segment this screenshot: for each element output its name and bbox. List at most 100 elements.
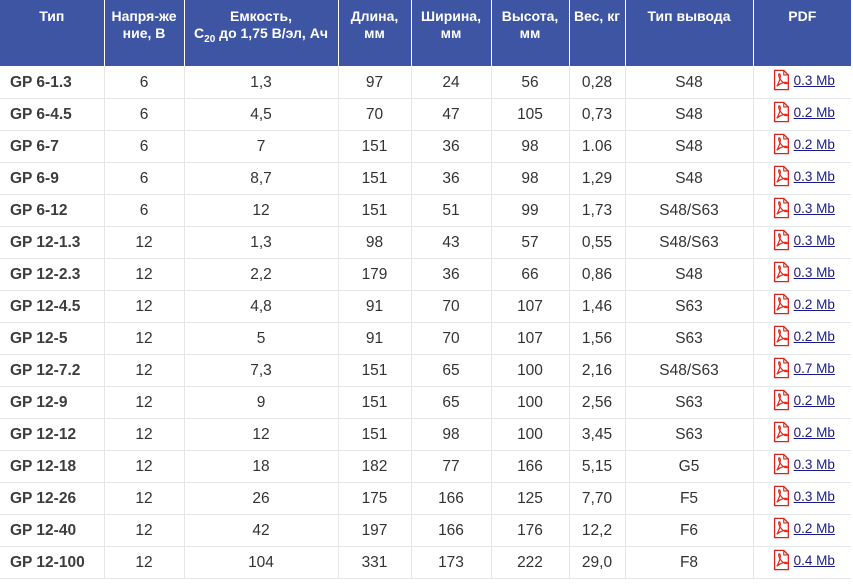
table-row: GP 12-26 12 26 175 166 125 7,70 F5 0.3 M… [0,482,851,515]
capacity-header-c: C [194,25,205,41]
col-header-type: Тип [0,0,105,67]
pdf-size-text[interactable]: 0.2 Mb [793,104,835,120]
pdf-file-icon[interactable] [770,293,792,315]
pdf-download-link[interactable]: 0.3 Mb [770,229,835,251]
pdf-download-link[interactable]: 0.3 Mb [770,69,835,91]
pdf-file-icon[interactable] [770,389,792,411]
pdf-size-text[interactable]: 0.2 Mb [793,296,835,312]
cell-height: 105 [491,98,570,131]
pdf-size-text[interactable]: 0.3 Mb [793,168,835,184]
pdf-file-icon[interactable] [770,197,792,219]
pdf-file-icon[interactable] [770,325,792,347]
pdf-size-text[interactable]: 0.3 Mb [793,456,835,472]
cell-type: GP 6-7 [0,130,105,163]
pdf-size-text[interactable]: 0.2 Mb [793,328,835,344]
pdf-file-icon[interactable] [770,229,792,251]
cell-length: 331 [338,546,412,579]
pdf-download-link[interactable]: 0.3 Mb [770,453,835,475]
pdf-download-link[interactable]: 0.3 Mb [770,197,835,219]
cell-weight: 1,73 [569,194,626,227]
pdf-size-text[interactable]: 0.3 Mb [793,200,835,216]
cell-width: 173 [411,546,492,579]
cell-width: 65 [411,354,492,387]
header-row: Тип Напря-жение, В Емкость, C20 до 1,75 … [0,0,851,67]
cell-weight: 0,73 [569,98,626,131]
pdf-file-icon[interactable] [770,421,792,443]
pdf-download-link[interactable]: 0.3 Mb [770,485,835,507]
pdf-file-icon[interactable] [770,549,792,571]
cell-weight: 0,55 [569,226,626,259]
pdf-file-icon[interactable] [770,517,792,539]
pdf-file-icon[interactable] [770,261,792,283]
cell-capacity: 5 [184,322,339,355]
cell-height: 56 [491,66,570,99]
table-row: GP 12-2.3 12 2,2 179 36 66 0,86 S48 0.3 … [0,258,851,291]
table-row: GP 12-100 12 104 331 173 222 29,0 F8 0.4… [0,546,851,579]
pdf-size-text[interactable]: 0.2 Mb [793,136,835,152]
cell-pdf: 0.3 Mb [753,194,851,227]
cell-length: 98 [338,226,412,259]
pdf-size-text[interactable]: 0.4 Mb [793,552,835,568]
cell-terminal: F6 [625,514,754,547]
pdf-size-text[interactable]: 0.2 Mb [793,520,835,536]
cell-height: 176 [491,514,570,547]
cell-terminal: S48 [625,98,754,131]
col-header-pdf: PDF [753,0,851,67]
col-header-voltage: Напря-жение, В [104,0,185,67]
cell-pdf: 0.3 Mb [753,450,851,483]
cell-type: GP 12-9 [0,386,105,419]
pdf-file-icon[interactable] [770,357,792,379]
cell-capacity: 42 [184,514,339,547]
cell-weight: 0,28 [569,66,626,99]
pdf-download-link[interactable]: 0.2 Mb [770,325,835,347]
pdf-file-icon[interactable] [770,453,792,475]
cell-length: 151 [338,354,412,387]
pdf-download-link[interactable]: 0.7 Mb [770,357,835,379]
pdf-download-link[interactable]: 0.4 Mb [770,549,835,571]
pdf-download-link[interactable]: 0.2 Mb [770,389,835,411]
cell-weight: 1.06 [569,130,626,163]
pdf-size-text[interactable]: 0.3 Mb [793,488,835,504]
cell-type: GP 12-12 [0,418,105,451]
pdf-download-link[interactable]: 0.2 Mb [770,101,835,123]
pdf-size-text[interactable]: 0.2 Mb [793,392,835,408]
pdf-download-link[interactable]: 0.3 Mb [770,165,835,187]
pdf-file-icon[interactable] [770,101,792,123]
cell-height: 166 [491,450,570,483]
pdf-download-link[interactable]: 0.2 Mb [770,517,835,539]
pdf-size-text[interactable]: 0.3 Mb [793,72,835,88]
cell-weight: 7,70 [569,482,626,515]
pdf-size-text[interactable]: 0.7 Mb [793,360,835,376]
cell-width: 98 [411,418,492,451]
cell-type: GP 12-26 [0,482,105,515]
pdf-file-icon[interactable] [770,485,792,507]
cell-height: 99 [491,194,570,227]
pdf-download-link[interactable]: 0.2 Mb [770,421,835,443]
cell-type: GP 6-1.3 [0,66,105,99]
pdf-file-icon[interactable] [770,133,792,155]
pdf-size-text[interactable]: 0.2 Mb [793,424,835,440]
cell-length: 91 [338,322,412,355]
cell-height: 98 [491,162,570,195]
table-row: GP 12-5 12 5 91 70 107 1,56 S63 0.2 Mb [0,322,851,355]
cell-height: 100 [491,418,570,451]
table-body: GP 6-1.3 6 1,3 97 24 56 0,28 S48 0.3 Mb … [0,66,851,579]
cell-voltage: 6 [104,98,185,131]
pdf-download-link[interactable]: 0.2 Mb [770,133,835,155]
cell-width: 70 [411,290,492,323]
pdf-download-link[interactable]: 0.3 Mb [770,261,835,283]
pdf-size-text[interactable]: 0.3 Mb [793,232,835,248]
cell-weight: 5,15 [569,450,626,483]
cell-terminal: S48 [625,130,754,163]
cell-length: 151 [338,386,412,419]
cell-voltage: 12 [104,322,185,355]
pdf-size-text[interactable]: 0.3 Mb [793,264,835,280]
pdf-download-link[interactable]: 0.2 Mb [770,293,835,315]
cell-pdf: 0.3 Mb [753,162,851,195]
pdf-file-icon[interactable] [770,69,792,91]
col-header-width: Ширина, мм [411,0,492,67]
cell-width: 24 [411,66,492,99]
pdf-file-icon[interactable] [770,165,792,187]
cell-voltage: 12 [104,546,185,579]
cell-voltage: 12 [104,514,185,547]
